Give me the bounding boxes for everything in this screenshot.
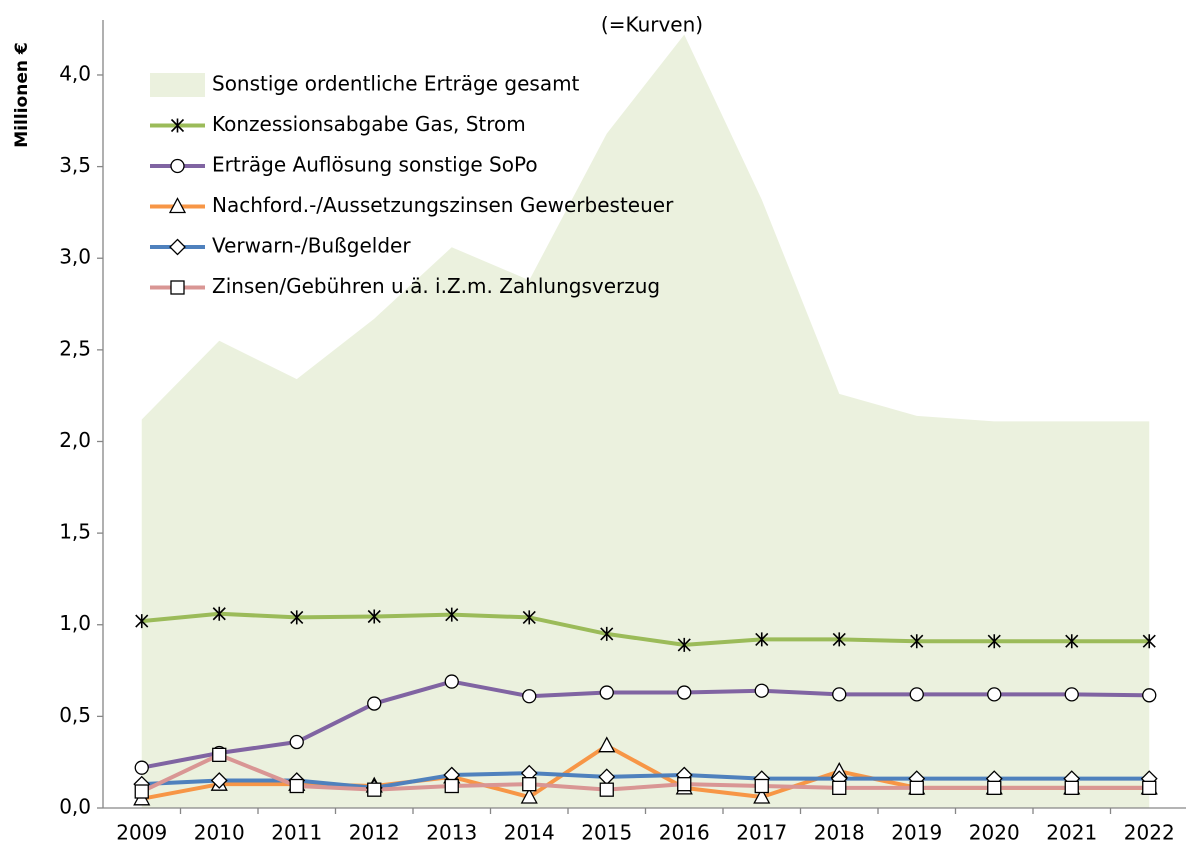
marker (1142, 780, 1157, 795)
marker (1142, 688, 1157, 703)
line (140, 752, 1150, 794)
marker (289, 778, 304, 794)
plot-area (133, 34, 1158, 809)
marker (754, 778, 769, 794)
markers (134, 674, 1157, 775)
marker (755, 632, 769, 647)
x-tick-label: 2014 (504, 821, 555, 845)
marker (444, 674, 459, 689)
marker (134, 784, 149, 799)
marker (677, 777, 692, 792)
marker (1065, 634, 1079, 649)
legend-label: Sonstige ordentliche Erträge gesamt (212, 72, 580, 96)
line (141, 611, 1150, 647)
marker (290, 610, 304, 625)
marker (1064, 780, 1079, 795)
y-tick-label: 2,0 (59, 428, 91, 452)
marker (909, 687, 924, 702)
chart-subtitle: (=Kurven) (601, 13, 703, 37)
y-axis-label: Millionen € (12, 42, 32, 147)
x-tick-label: 2013 (426, 821, 477, 845)
marker (598, 736, 616, 753)
y-tick-label: 3,0 (59, 245, 91, 269)
marker (832, 780, 847, 795)
legend-swatch (150, 73, 205, 97)
marker (212, 606, 226, 621)
marker (754, 683, 769, 698)
x-tick-label: 2009 (116, 821, 167, 845)
legend-label: Verwarn-/Bußgelder (212, 234, 411, 258)
legend-label: Konzessionsabgabe Gas, Strom (212, 112, 526, 136)
y-tick-label: 0,0 (59, 795, 91, 819)
marker (169, 238, 186, 256)
marker (367, 782, 382, 797)
y-tick-label: 3,5 (59, 153, 91, 177)
marker (210, 772, 228, 789)
legend-label: Zinsen/Gebühren u.ä. i.Z.m. Zahlungsverz… (212, 274, 660, 298)
marker (1142, 634, 1156, 649)
marker (170, 158, 185, 174)
axes: 0,0 0,5 1,0 1,5 2,0 2,5 3,0 3,5 4,0 2009 2010 2011 2… (59, 20, 1186, 845)
x-tick-label: 2015 (581, 821, 632, 845)
marker (522, 610, 536, 625)
marker (445, 607, 459, 622)
legend-label: Erträge Auflösung sonstige SoPo (212, 153, 538, 177)
y-tick-label: 4,0 (59, 61, 91, 85)
y-tick-label: 2,5 (59, 336, 91, 360)
markers (135, 606, 1156, 652)
x-tick-label: 2010 (194, 821, 245, 845)
x-tick-label: 2021 (1046, 821, 1097, 845)
marker (599, 782, 614, 797)
marker (170, 118, 185, 133)
y-tick-label: 1,5 (59, 520, 91, 544)
x-tick-label: 2018 (814, 821, 865, 845)
markers (134, 747, 1157, 799)
marker (520, 787, 538, 804)
marker (832, 687, 847, 702)
marker (168, 197, 187, 214)
marker (134, 760, 149, 775)
marker (522, 777, 537, 792)
x-tick-label: 2022 (1124, 821, 1175, 845)
marker (753, 787, 771, 804)
line (141, 771, 1150, 790)
y-tick-label: 1,0 (59, 611, 91, 635)
marker (1064, 687, 1079, 702)
marker (212, 747, 227, 763)
marker (170, 280, 185, 295)
x-tick-label: 2011 (271, 821, 322, 845)
marker (987, 634, 1001, 649)
x-tick-label: 2019 (891, 821, 942, 845)
marker (135, 614, 149, 629)
marker (600, 626, 614, 641)
x-tick-label: 2020 (969, 821, 1020, 845)
marker (444, 778, 459, 794)
marker (677, 637, 691, 652)
marker (987, 687, 1002, 702)
marker (599, 685, 614, 700)
x-tick-label: 2017 (736, 821, 787, 845)
legend-label: Nachford.-/Aussetzungszinsen Gewerbesteu… (212, 193, 674, 217)
marker (522, 689, 537, 704)
marker (289, 734, 304, 750)
line (141, 679, 1150, 770)
x-tick-label: 2016 (659, 821, 710, 845)
marker (367, 609, 381, 624)
legend: Sonstige ordentliche Erträge gesamt Konze… (150, 72, 674, 298)
marker (367, 696, 382, 711)
marker (909, 780, 924, 795)
marker (832, 632, 846, 647)
marker (987, 780, 1002, 795)
x-tick-label: 2012 (349, 821, 400, 845)
marker (677, 685, 692, 700)
marker (910, 634, 924, 649)
y-tick-label: 0,5 (59, 703, 91, 727)
